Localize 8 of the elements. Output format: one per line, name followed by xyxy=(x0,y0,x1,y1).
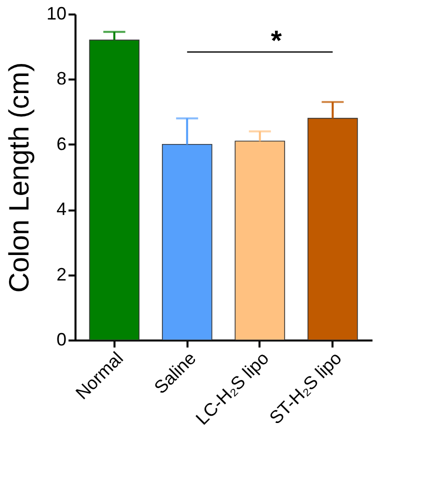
y-axis-title: Colon Length (cm) xyxy=(3,62,34,293)
y-tick-label: 0 xyxy=(56,330,66,350)
y-tick-label: 8 xyxy=(56,68,66,89)
y-tick-label: 10 xyxy=(46,4,66,24)
y-tick-label: 2 xyxy=(56,264,66,284)
annotation: * xyxy=(270,25,282,56)
y-tick-label: 4 xyxy=(56,199,66,220)
y-tick-label: 6 xyxy=(56,134,66,154)
